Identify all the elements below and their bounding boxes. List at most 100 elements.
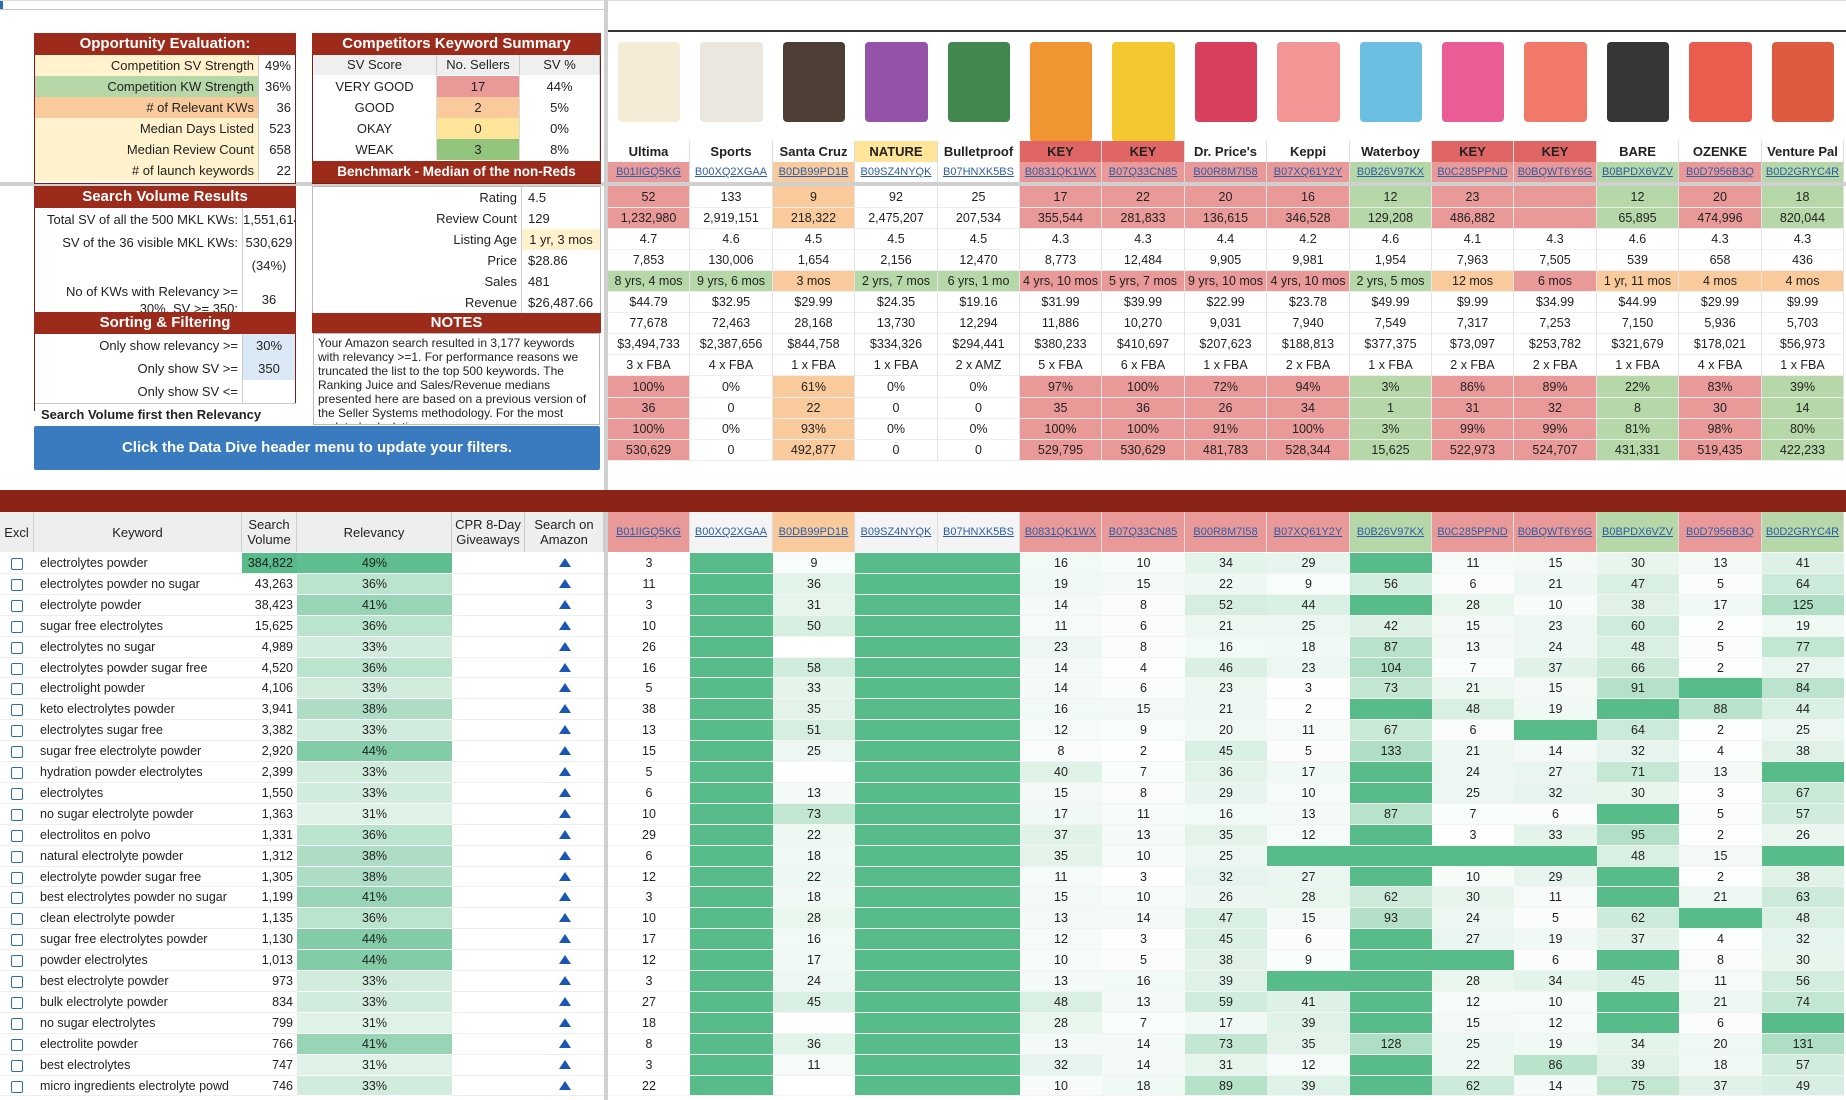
exclude-checkbox[interactable]	[11, 891, 23, 904]
exclude-checkbox-cell[interactable]	[0, 678, 34, 699]
search-amazon-icon[interactable]	[558, 1018, 571, 1027]
search-on-amazon-cell[interactable]	[525, 574, 604, 595]
search-amazon-icon[interactable]	[558, 913, 571, 922]
exclude-checkbox-cell[interactable]	[0, 867, 34, 887]
search-amazon-icon[interactable]	[558, 892, 571, 901]
search-on-amazon-cell[interactable]	[525, 846, 604, 867]
exclude-checkbox-cell[interactable]	[0, 825, 34, 846]
product-asin-link[interactable]: B0D7956B3Q	[1679, 162, 1762, 182]
search-on-amazon-cell[interactable]	[525, 678, 604, 699]
exclude-checkbox[interactable]	[11, 954, 23, 967]
product-asin-link[interactable]: B07XQ61Y2Y	[1267, 162, 1350, 182]
exclude-checkbox[interactable]	[11, 1080, 23, 1093]
search-amazon-icon[interactable]	[558, 600, 571, 609]
search-on-amazon-cell[interactable]	[525, 908, 604, 929]
search-amazon-icon[interactable]	[558, 955, 571, 964]
search-amazon-icon[interactable]	[558, 683, 571, 692]
exclude-checkbox[interactable]	[11, 808, 23, 821]
product-asin-link[interactable]: B09SZ4NYQK	[855, 162, 938, 182]
exclude-checkbox[interactable]	[11, 829, 23, 842]
search-amazon-icon[interactable]	[558, 642, 571, 651]
exclude-checkbox[interactable]	[11, 557, 23, 570]
exclude-checkbox[interactable]	[11, 745, 23, 758]
exclude-checkbox[interactable]	[11, 1059, 23, 1072]
exclude-checkbox[interactable]	[11, 703, 23, 716]
product-asin-link[interactable]: B07HNXK5BS	[938, 162, 1020, 182]
search-on-amazon-cell[interactable]	[525, 1034, 604, 1055]
search-on-amazon-cell[interactable]	[525, 553, 604, 574]
exclude-checkbox-cell[interactable]	[0, 1034, 34, 1055]
exclude-checkbox-cell[interactable]	[0, 1076, 34, 1096]
search-on-amazon-cell[interactable]	[525, 783, 604, 804]
kw-product-asin-link[interactable]: B0B26V97KX	[1350, 512, 1432, 552]
exclude-checkbox-cell[interactable]	[0, 720, 34, 741]
kw-product-asin-link[interactable]: B01IIGQ5KG	[608, 512, 690, 552]
product-asin-link[interactable]: B00R8M7I58	[1185, 162, 1267, 182]
exclude-checkbox-cell[interactable]	[0, 616, 34, 637]
exclude-checkbox-cell[interactable]	[0, 783, 34, 804]
search-amazon-icon[interactable]	[558, 1081, 571, 1090]
search-on-amazon-cell[interactable]	[525, 1055, 604, 1076]
kw-product-asin-link[interactable]: B0C285PPND	[1432, 512, 1514, 552]
exclude-checkbox[interactable]	[11, 850, 23, 863]
kw-product-asin-link[interactable]: B07HNXK5BS	[938, 512, 1020, 552]
search-on-amazon-cell[interactable]	[525, 595, 604, 616]
product-asin-link[interactable]: B0B26V97KX	[1350, 162, 1432, 182]
kw-product-asin-link[interactable]: B0DB99PD1B	[773, 512, 855, 552]
exclude-checkbox[interactable]	[11, 787, 23, 800]
exclude-checkbox-cell[interactable]	[0, 846, 34, 867]
update-filters-button[interactable]: Click the Data Dive header menu to updat…	[34, 426, 600, 470]
search-amazon-icon[interactable]	[558, 997, 571, 1006]
search-on-amazon-cell[interactable]	[525, 867, 604, 887]
search-on-amazon-cell[interactable]	[525, 658, 604, 678]
exclude-checkbox-cell[interactable]	[0, 741, 34, 762]
search-amazon-icon[interactable]	[558, 809, 571, 818]
exclude-checkbox[interactable]	[11, 682, 23, 695]
exclude-checkbox-cell[interactable]	[0, 929, 34, 950]
exclude-checkbox-cell[interactable]	[0, 971, 34, 992]
product-asin-link[interactable]: B00XQ2XGAA	[690, 162, 773, 182]
search-amazon-icon[interactable]	[558, 788, 571, 797]
filter-value[interactable]: 30%	[242, 334, 295, 357]
search-on-amazon-cell[interactable]	[525, 950, 604, 971]
search-on-amazon-cell[interactable]	[525, 637, 604, 658]
exclude-checkbox-cell[interactable]	[0, 699, 34, 720]
kw-product-asin-link[interactable]: B0831QK1WX	[1020, 512, 1102, 552]
exclude-checkbox[interactable]	[11, 1038, 23, 1051]
kw-product-asin-link[interactable]: B0D7956B3Q	[1679, 512, 1762, 552]
search-on-amazon-cell[interactable]	[525, 1076, 604, 1096]
search-amazon-icon[interactable]	[558, 830, 571, 839]
filter-value[interactable]: 350	[242, 357, 295, 380]
search-amazon-icon[interactable]	[558, 621, 571, 630]
search-amazon-icon[interactable]	[558, 1039, 571, 1048]
exclude-checkbox-cell[interactable]	[0, 992, 34, 1013]
exclude-checkbox-cell[interactable]	[0, 658, 34, 678]
search-amazon-icon[interactable]	[558, 872, 571, 881]
search-amazon-icon[interactable]	[558, 579, 571, 588]
search-on-amazon-cell[interactable]	[525, 804, 604, 825]
kw-product-asin-link[interactable]: B0BQWT6Y6G	[1514, 512, 1597, 552]
search-amazon-icon[interactable]	[558, 725, 571, 734]
search-amazon-icon[interactable]	[558, 746, 571, 755]
exclude-checkbox[interactable]	[11, 871, 23, 884]
exclude-checkbox-cell[interactable]	[0, 908, 34, 929]
exclude-checkbox[interactable]	[11, 599, 23, 612]
exclude-checkbox[interactable]	[11, 1017, 23, 1030]
search-on-amazon-cell[interactable]	[525, 741, 604, 762]
product-asin-link[interactable]: B0C285PPND	[1432, 162, 1514, 182]
product-asin-link[interactable]: B07Q33CN85	[1102, 162, 1185, 182]
search-on-amazon-cell[interactable]	[525, 616, 604, 637]
search-amazon-icon[interactable]	[558, 1060, 571, 1069]
exclude-checkbox-cell[interactable]	[0, 637, 34, 658]
product-asin-link[interactable]: B0BQWT6Y6G	[1514, 162, 1597, 182]
search-on-amazon-cell[interactable]	[525, 762, 604, 783]
exclude-checkbox-cell[interactable]	[0, 1055, 34, 1076]
kw-product-asin-link[interactable]: B07Q33CN85	[1102, 512, 1185, 552]
kw-product-asin-link[interactable]: B00R8M7I58	[1185, 512, 1267, 552]
kw-product-asin-link[interactable]: B0BPDX6VZV	[1597, 512, 1679, 552]
exclude-checkbox[interactable]	[11, 662, 23, 675]
kw-product-asin-link[interactable]: B09SZ4NYQK	[855, 512, 938, 552]
exclude-checkbox[interactable]	[11, 641, 23, 654]
exclude-checkbox[interactable]	[11, 996, 23, 1009]
kw-product-asin-link[interactable]: B0D2GRYC4R	[1762, 512, 1844, 552]
